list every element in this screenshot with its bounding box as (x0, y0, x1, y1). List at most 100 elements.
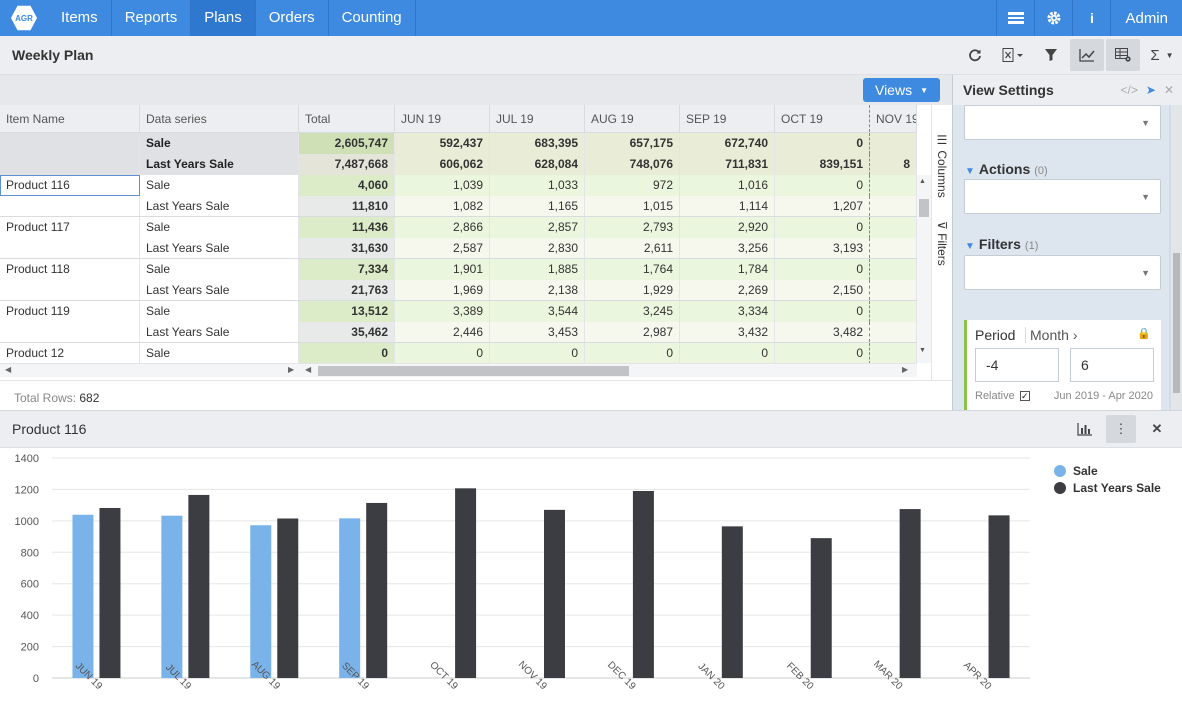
item-name-cell[interactable] (0, 133, 140, 154)
panel-scrollbar[interactable] (1171, 105, 1182, 410)
actions-section-header[interactable]: ▼ Actions (0) (965, 161, 1048, 177)
table-row[interactable]: Last Years Sale 11,810 1,082 1,165 1,015 1,11… (0, 196, 917, 217)
checkbox-checked-icon[interactable]: ✓ (1019, 391, 1030, 401)
filters-dropdown[interactable]: ▼ (964, 255, 1161, 290)
grid-vertical-scrollbar[interactable]: ▲ ▼ (917, 175, 931, 363)
month-cell[interactable]: 0 (775, 301, 870, 322)
col-header-aug19[interactable]: AUG 19 (585, 105, 680, 132)
sigma-icon[interactable]: Σ ▼ (1150, 46, 1174, 64)
views-button[interactable]: Views ▼ (863, 78, 940, 102)
scroll-up-icon[interactable]: ▲ (919, 178, 926, 185)
total-cell[interactable]: 4,060 (299, 175, 395, 196)
month-cell[interactable]: 1,885 (490, 259, 585, 280)
month-cell[interactable]: 748,076 (585, 154, 680, 175)
scroll-left-icon[interactable]: ◀ (305, 365, 312, 374)
data-series-cell[interactable]: Sale (140, 301, 299, 322)
month-cell[interactable]: 3,256 (680, 238, 775, 258)
table-row[interactable]: Product 117 Sale 11,436 2,866 2,857 2,793 2,92… (0, 217, 917, 238)
excel-export-icon[interactable] (994, 39, 1032, 71)
col-header-jul19[interactable]: JUL 19 (490, 105, 585, 132)
month-cell[interactable]: 1,082 (395, 196, 490, 216)
scroll-thumb[interactable] (919, 199, 929, 217)
data-series-cell[interactable]: Sale (140, 133, 299, 154)
month-cell[interactable] (870, 196, 917, 216)
col-header-oct19[interactable]: OCT 19 (775, 105, 870, 132)
table-row[interactable]: Last Years Sale 7,487,668 606,062 628,084 74… (0, 154, 917, 175)
month-cell[interactable]: 1,969 (395, 280, 490, 300)
month-cell[interactable]: 0 (585, 343, 680, 363)
col-header-total[interactable]: Total (299, 105, 395, 132)
month-cell[interactable]: 1,165 (490, 196, 585, 216)
relative-toggle[interactable]: Relative ✓ (975, 390, 1030, 402)
data-series-cell[interactable]: Sale (140, 259, 299, 280)
item-name-cell[interactable]: Product 12 (0, 343, 140, 363)
item-name-cell[interactable]: Product 116 (0, 175, 140, 196)
rocket-icon[interactable]: ➤ (1145, 83, 1156, 97)
month-cell[interactable]: 2,857 (490, 217, 585, 238)
total-cell[interactable]: 13,512 (299, 301, 395, 322)
month-cell[interactable] (870, 217, 917, 238)
total-cell[interactable]: 0 (299, 343, 395, 363)
data-series-cell[interactable]: Last Years Sale (140, 154, 299, 175)
period-to-input[interactable]: 6 (1070, 348, 1154, 382)
scroll-thumb[interactable] (1173, 253, 1180, 393)
user-menu[interactable]: Admin (1110, 0, 1182, 36)
table-settings-icon[interactable] (1106, 39, 1140, 71)
item-name-cell[interactable] (0, 154, 140, 175)
total-cell[interactable]: 2,605,747 (299, 133, 395, 154)
item-name-cell[interactable]: Product 118 (0, 259, 140, 280)
month-cell[interactable]: 0 (680, 343, 775, 363)
month-cell[interactable]: 3,334 (680, 301, 775, 322)
month-cell[interactable]: 1,015 (585, 196, 680, 216)
item-name-cell[interactable]: Product 117 (0, 217, 140, 238)
actions-dropdown[interactable]: ▼ (964, 179, 1161, 214)
table-row[interactable]: Product 119 Sale 13,512 3,389 3,544 3,245 3,33… (0, 301, 917, 322)
month-cell[interactable]: 1,207 (775, 196, 870, 216)
month-cell[interactable]: 1,784 (680, 259, 775, 280)
month-cell[interactable]: 2,866 (395, 217, 490, 238)
month-cell[interactable]: 1,039 (395, 175, 490, 196)
view-select-dropdown[interactable]: ▼ (964, 105, 1161, 140)
month-cell[interactable]: 1,764 (585, 259, 680, 280)
nav-reports[interactable]: Reports (112, 0, 192, 36)
data-series-cell[interactable]: Last Years Sale (140, 238, 299, 258)
col-header-data-series[interactable]: Data series (140, 105, 299, 132)
scroll-right-icon[interactable]: ▶ (902, 365, 909, 374)
col-header-jun19[interactable]: JUN 19 (395, 105, 490, 132)
month-cell[interactable]: 2,920 (680, 217, 775, 238)
nav-plans[interactable]: Plans (191, 0, 256, 36)
gear-icon[interactable] (1034, 0, 1072, 36)
scroll-left-icon[interactable]: ◀ (5, 365, 12, 374)
table-row[interactable]: Product 118 Sale 7,334 1,901 1,885 1,764 1,784… (0, 259, 917, 280)
period-unit-select[interactable]: Month › (1025, 327, 1077, 343)
month-cell[interactable]: 2,269 (680, 280, 775, 300)
scroll-down-icon[interactable]: ▼ (919, 347, 926, 354)
month-cell[interactable]: 3,453 (490, 322, 585, 342)
month-cell[interactable] (870, 322, 917, 342)
table-row[interactable]: Last Years Sale 31,630 2,587 2,830 2,611 3,25… (0, 238, 917, 259)
item-name-cell[interactable] (0, 280, 140, 300)
data-series-cell[interactable]: Sale (140, 343, 299, 363)
month-cell[interactable]: 2,793 (585, 217, 680, 238)
month-cell[interactable]: 839,151 (775, 154, 870, 175)
total-cell[interactable]: 31,630 (299, 238, 395, 258)
month-cell[interactable]: 672,740 (680, 133, 775, 154)
filters-section-header[interactable]: ▼ Filters (1) (965, 236, 1038, 252)
month-cell[interactable]: 0 (775, 217, 870, 238)
nav-orders[interactable]: Orders (256, 0, 329, 36)
more-vertical-icon[interactable]: ⋮ (1106, 415, 1136, 443)
data-series-cell[interactable]: Sale (140, 175, 299, 196)
period-from-input[interactable]: -4 (975, 348, 1059, 382)
table-row[interactable]: Last Years Sale 21,763 1,969 2,138 1,929 2,26… (0, 280, 917, 301)
month-cell[interactable]: 3,389 (395, 301, 490, 322)
columns-tab[interactable]: ☰ Columns (935, 133, 949, 198)
grid-horizontal-scrollbar[interactable]: ◀ ▶ ◀ ▶ (0, 363, 917, 377)
col-header-item-name[interactable]: Item Name (0, 105, 140, 132)
month-cell[interactable]: 972 (585, 175, 680, 196)
month-cell[interactable]: 3,432 (680, 322, 775, 342)
month-cell[interactable]: 2,987 (585, 322, 680, 342)
nav-counting[interactable]: Counting (329, 0, 416, 36)
line-chart-icon[interactable] (1070, 39, 1104, 71)
month-cell[interactable]: 657,175 (585, 133, 680, 154)
table-row[interactable]: Sale 2,605,747 592,437 683,395 657,175 672,74… (0, 133, 917, 154)
